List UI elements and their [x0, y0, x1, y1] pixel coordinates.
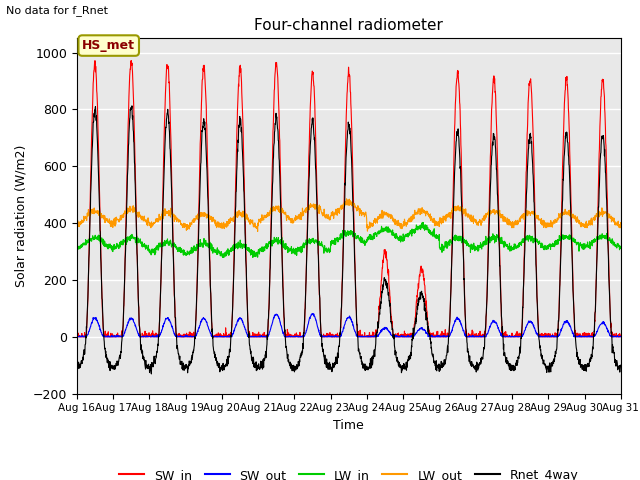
SW_in: [73, 334, 81, 340]
LW_in: [419, 219, 426, 225]
LW_out: [584, 222, 592, 228]
Y-axis label: Solar radiation (W/m2): Solar radiation (W/m2): [14, 145, 27, 287]
LW_in: [73, 245, 81, 251]
LW_out: [342, 196, 350, 202]
Rnet_4way: [507, 362, 515, 368]
LW_out: [225, 219, 232, 225]
SW_out: [308, 311, 316, 317]
Rnet_4way: [225, 354, 233, 360]
Text: HS_met: HS_met: [82, 39, 135, 52]
LW_in: [507, 244, 515, 250]
SW_in: [584, 334, 592, 340]
SW_out: [377, 330, 385, 336]
Line: SW_in: SW_in: [77, 60, 621, 337]
LW_out: [254, 228, 262, 234]
SW_in: [507, 334, 515, 339]
Rnet_4way: [365, 365, 372, 371]
Line: LW_out: LW_out: [77, 199, 621, 231]
Rnet_4way: [584, 360, 592, 366]
SW_out: [73, 334, 81, 339]
SW_out: [507, 334, 515, 340]
Title: Four-channel radiometer: Four-channel radiometer: [254, 18, 444, 33]
SW_in: [569, 276, 577, 282]
Rnet_4way: [128, 103, 136, 109]
SW_out: [74, 334, 81, 340]
LW_in: [249, 254, 257, 260]
Rnet_4way: [569, 287, 577, 293]
LW_out: [507, 221, 515, 227]
SW_out: [584, 334, 592, 340]
Rnet_4way: [617, 362, 625, 368]
LW_in: [365, 236, 372, 242]
SW_in: [617, 333, 625, 339]
LW_out: [569, 211, 577, 217]
Line: Rnet_4way: Rnet_4way: [77, 106, 621, 374]
Line: LW_in: LW_in: [77, 222, 621, 257]
X-axis label: Time: Time: [333, 419, 364, 432]
Line: SW_out: SW_out: [77, 314, 621, 337]
LW_in: [376, 228, 384, 233]
SW_in: [365, 334, 372, 340]
LW_out: [377, 212, 385, 218]
SW_out: [569, 330, 577, 336]
LW_in: [617, 244, 625, 250]
Text: No data for f_Rnet: No data for f_Rnet: [6, 5, 108, 16]
LW_out: [365, 224, 372, 230]
SW_in: [225, 334, 233, 340]
SW_in: [127, 58, 135, 63]
LW_in: [569, 237, 577, 242]
Rnet_4way: [377, 306, 385, 312]
LW_in: [225, 252, 232, 258]
SW_out: [617, 334, 625, 339]
SW_out: [365, 334, 372, 340]
SW_in: [377, 294, 385, 300]
Rnet_4way: [73, 365, 81, 371]
Legend: SW_in, SW_out, LW_in, LW_out, Rnet_4way: SW_in, SW_out, LW_in, LW_out, Rnet_4way: [114, 464, 584, 480]
LW_out: [617, 220, 625, 226]
LW_out: [73, 221, 81, 227]
Rnet_4way: [147, 371, 155, 377]
LW_in: [584, 244, 592, 250]
SW_out: [225, 334, 232, 340]
SW_in: [73, 333, 81, 338]
